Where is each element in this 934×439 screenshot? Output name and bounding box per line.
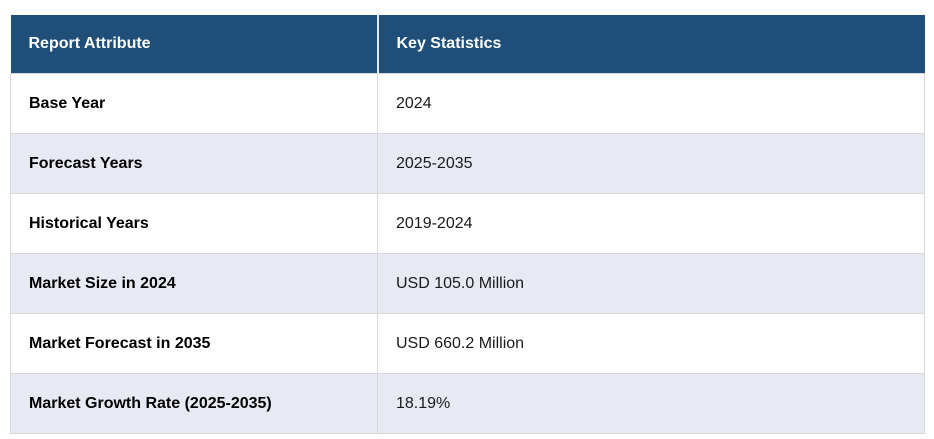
value-cell: 18.19% — [377, 373, 925, 434]
attribute-cell: Market Size in 2024 — [10, 253, 378, 314]
attribute-cell: Forecast Years — [10, 133, 378, 194]
table-row-forecast-years: Forecast Years 2025-2035 — [10, 133, 925, 194]
value-cell: 2025-2035 — [377, 133, 925, 194]
table-row-base-year: Base Year 2024 — [10, 73, 925, 134]
value-cell: 2019-2024 — [377, 193, 925, 254]
table-row-market-size-2024: Market Size in 2024 USD 105.0 Million — [10, 253, 925, 314]
value-cell: USD 660.2 Million — [377, 313, 925, 374]
report-statistics-table-container: Report Attribute Key Statistics Base Yea… — [10, 15, 925, 434]
attribute-cell: Historical Years — [10, 193, 378, 254]
table-row-historical-years: Historical Years 2019-2024 — [10, 193, 925, 254]
table-row-market-growth-rate: Market Growth Rate (2025-2035) 18.19% — [10, 373, 925, 434]
table-row-market-forecast-2035: Market Forecast in 2035 USD 660.2 Millio… — [10, 313, 925, 374]
attribute-cell: Market Forecast in 2035 — [10, 313, 378, 374]
value-cell: USD 105.0 Million — [377, 253, 925, 314]
value-cell: 2024 — [377, 73, 925, 134]
column-header-key-statistics: Key Statistics — [376, 15, 925, 74]
attribute-cell: Base Year — [10, 73, 378, 134]
column-header-report-attribute: Report Attribute — [10, 15, 378, 74]
table-header-row: Report Attribute Key Statistics — [10, 15, 925, 74]
attribute-cell: Market Growth Rate (2025-2035) — [10, 373, 378, 434]
report-statistics-table: Report Attribute Key Statistics Base Yea… — [10, 15, 925, 434]
